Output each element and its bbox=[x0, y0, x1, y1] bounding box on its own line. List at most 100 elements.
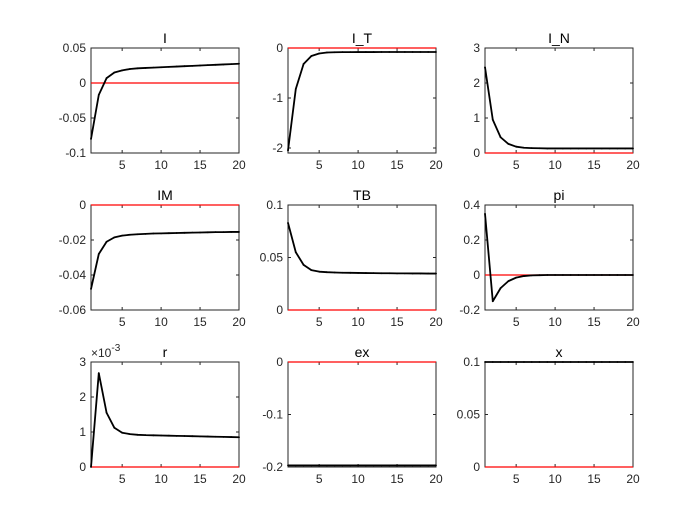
x-tick-label: 10 bbox=[548, 472, 562, 486]
data-point bbox=[318, 270, 321, 273]
data-point bbox=[419, 464, 422, 467]
data-point bbox=[435, 51, 437, 53]
data-point bbox=[546, 147, 549, 150]
subplot-title: TB bbox=[353, 187, 371, 203]
subplot-title: I_T bbox=[352, 30, 373, 46]
data-point bbox=[523, 275, 525, 277]
data-point bbox=[507, 280, 510, 283]
data-point bbox=[484, 66, 486, 69]
data-point bbox=[349, 271, 352, 274]
data-point bbox=[222, 63, 225, 66]
y-tick-label: 0.1 bbox=[463, 355, 480, 369]
data-point bbox=[294, 251, 297, 254]
data-point bbox=[624, 147, 627, 150]
data-point bbox=[427, 272, 430, 275]
x-tick-label: 20 bbox=[626, 158, 640, 172]
data-point bbox=[380, 464, 383, 467]
subplot-title: I bbox=[163, 30, 167, 46]
data-point bbox=[600, 361, 603, 363]
subplot-7: ex 0 -0.1 -0.2 5 10 15 20 bbox=[262, 344, 443, 486]
data-point bbox=[499, 361, 502, 363]
data-point bbox=[214, 435, 217, 438]
data-point bbox=[577, 361, 580, 363]
axes-box bbox=[287, 361, 437, 468]
y-tick-label: 0 bbox=[473, 146, 480, 160]
data-point bbox=[585, 147, 588, 150]
data-point bbox=[546, 361, 549, 363]
data-point bbox=[561, 361, 564, 363]
axes-box bbox=[484, 204, 634, 311]
y-tick-label: 0 bbox=[79, 460, 86, 474]
data-point bbox=[349, 51, 352, 53]
data-point bbox=[90, 288, 92, 290]
axes-box bbox=[90, 204, 240, 311]
data-point bbox=[616, 274, 619, 276]
y-tick-label: -0.06 bbox=[59, 303, 87, 317]
data-point bbox=[199, 231, 201, 234]
y-tick-label: -0.1 bbox=[65, 146, 86, 160]
data-point bbox=[191, 435, 194, 438]
y-tick-label: -0.2 bbox=[262, 460, 283, 474]
x-tick-label: 20 bbox=[429, 158, 443, 172]
data-point bbox=[624, 274, 627, 276]
data-point bbox=[396, 272, 398, 275]
subplot-4: TB 0.1 0.05 0 5 10 15 20 bbox=[260, 187, 443, 329]
data-point bbox=[357, 464, 360, 467]
data-point bbox=[523, 361, 525, 363]
x-tick-label: 5 bbox=[119, 472, 126, 486]
data-point bbox=[372, 272, 375, 275]
x-tick-label: 15 bbox=[587, 472, 601, 486]
data-point bbox=[113, 71, 116, 74]
data-point bbox=[167, 232, 170, 235]
data-point bbox=[388, 51, 391, 53]
y-tick-label: 1 bbox=[79, 425, 86, 439]
x-tick-label: 20 bbox=[429, 315, 443, 329]
data-point bbox=[600, 147, 603, 150]
x-tick-label: 15 bbox=[193, 472, 207, 486]
y-tick-label: 0 bbox=[79, 198, 86, 212]
y-tick-label: 0.1 bbox=[266, 198, 283, 212]
data-point bbox=[484, 212, 486, 215]
x-tick-label: 15 bbox=[193, 315, 207, 329]
data-point bbox=[310, 269, 313, 271]
data-point bbox=[608, 361, 611, 363]
y-tick-label: 0 bbox=[276, 303, 283, 317]
subplot-title: pi bbox=[554, 187, 565, 203]
data-point bbox=[577, 147, 580, 150]
data-point bbox=[136, 67, 139, 70]
axes-box bbox=[484, 47, 634, 154]
series-line bbox=[90, 231, 239, 290]
data-point bbox=[230, 436, 233, 438]
series-line bbox=[90, 372, 240, 468]
data-point bbox=[396, 51, 398, 53]
data-point bbox=[515, 276, 518, 279]
y-tick-label: 0 bbox=[473, 268, 480, 282]
data-point bbox=[396, 464, 398, 467]
data-point bbox=[105, 77, 108, 79]
data-point bbox=[608, 147, 611, 150]
x-tick-label: 20 bbox=[232, 158, 246, 172]
x-tick-label: 15 bbox=[390, 315, 404, 329]
data-point bbox=[364, 272, 367, 274]
data-point bbox=[287, 149, 289, 152]
data-point bbox=[302, 63, 305, 65]
data-point bbox=[113, 426, 116, 429]
data-point bbox=[341, 464, 344, 467]
subplot-0: I 0.05 0 -0.05 -0.1 5 10 15 20 bbox=[59, 30, 246, 172]
series-line bbox=[484, 67, 633, 150]
axes-box bbox=[90, 361, 240, 468]
data-point bbox=[333, 51, 336, 54]
data-point bbox=[175, 232, 178, 234]
data-point bbox=[411, 51, 414, 53]
x-tick-label: 10 bbox=[548, 158, 562, 172]
data-point bbox=[97, 94, 100, 96]
data-point bbox=[310, 464, 313, 467]
data-point bbox=[530, 147, 533, 150]
data-point bbox=[222, 231, 225, 234]
y-multiplier-label: ×10-3 bbox=[91, 343, 121, 360]
y-tick-label: 0.05 bbox=[63, 41, 87, 55]
data-point bbox=[499, 287, 502, 290]
data-point bbox=[238, 231, 240, 233]
axes-box bbox=[484, 361, 634, 468]
